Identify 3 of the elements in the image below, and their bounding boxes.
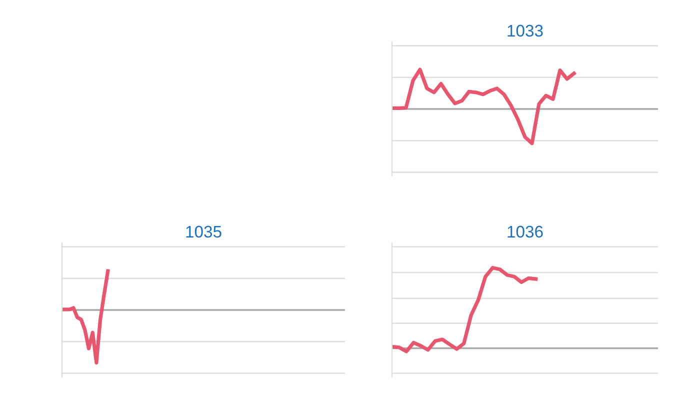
- chart-title: 1036: [508, 226, 543, 238]
- chart-title: 1035: [186, 226, 222, 238]
- chart-title: 1033: [508, 24, 543, 37]
